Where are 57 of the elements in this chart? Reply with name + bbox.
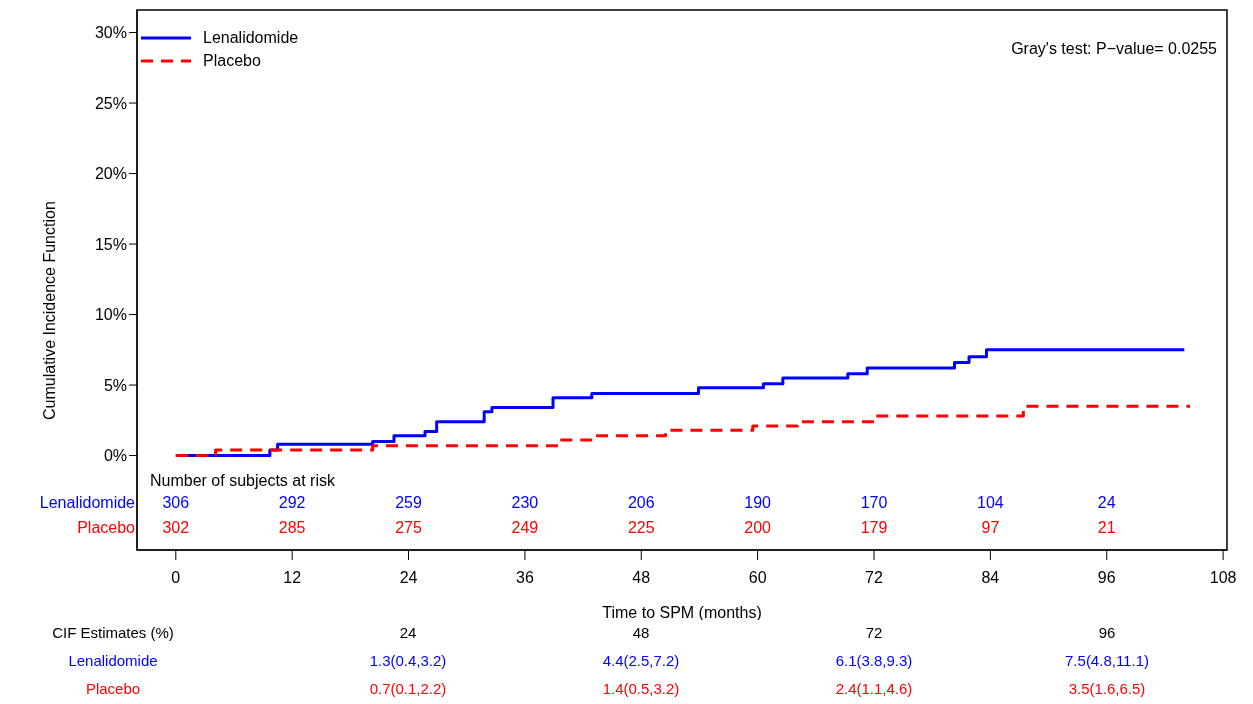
y-tick-label: 20% bbox=[94, 165, 127, 183]
x-tick-label: 108 bbox=[1209, 569, 1237, 587]
x-tick-label: 84 bbox=[981, 569, 1000, 587]
annotation: Gray's test: P−value= 0.0255 bbox=[1011, 40, 1217, 58]
annotation: 225 bbox=[627, 519, 655, 537]
annotation: 97 bbox=[981, 519, 1000, 537]
annotation: 104 bbox=[977, 494, 1004, 512]
y-tick-label: 0% bbox=[103, 447, 127, 465]
text: Lenalidomide bbox=[68, 652, 158, 669]
text: Lenalidomide bbox=[39, 494, 135, 511]
annotation: 179 bbox=[860, 519, 888, 537]
x-tick-label: 72 bbox=[865, 569, 884, 587]
annotation: 302 bbox=[162, 519, 190, 537]
text: 1.4(0.5,3.2) bbox=[602, 680, 680, 697]
x-tick-label: 96 bbox=[1097, 569, 1116, 587]
text: 1.3(0.4,3.2) bbox=[369, 652, 447, 669]
y-axis-title: Cumulative Incidence Function bbox=[40, 201, 58, 420]
annotation: 285 bbox=[278, 519, 306, 537]
annotation: 170 bbox=[860, 494, 888, 512]
annotation: 259 bbox=[395, 494, 422, 512]
text: 24 bbox=[399, 624, 417, 641]
x-tick-label: 60 bbox=[748, 569, 767, 587]
text: 7.5(4.8,11.1) bbox=[1065, 652, 1149, 669]
text: Placebo bbox=[85, 680, 141, 697]
text: 96 bbox=[1098, 624, 1116, 641]
text: Placebo bbox=[77, 519, 135, 536]
x-tick-label: 12 bbox=[283, 569, 302, 587]
text: CIF Estimates (%) bbox=[52, 624, 174, 641]
annotation: 306 bbox=[162, 494, 190, 512]
annotation: 249 bbox=[511, 519, 539, 537]
y-tick-label: 30% bbox=[94, 24, 127, 42]
text: 6.1(3.8,9.3) bbox=[835, 652, 913, 669]
text: 4.4(2.5,7.2) bbox=[602, 652, 680, 669]
annotation: 21 bbox=[1097, 519, 1116, 537]
legend-label: Lenalidomide bbox=[203, 28, 299, 47]
annotation: 24 bbox=[1097, 494, 1116, 512]
y-tick-label: 15% bbox=[94, 235, 127, 253]
x-tick-label: 48 bbox=[632, 569, 651, 587]
text: 72 bbox=[865, 624, 883, 641]
legend-label: Placebo bbox=[203, 51, 261, 70]
y-tick-label: 25% bbox=[94, 94, 127, 112]
annotation: Number of subjects at risk bbox=[150, 472, 335, 490]
annotation: 275 bbox=[395, 519, 422, 537]
x-tick-label: 0 bbox=[171, 569, 181, 587]
annotation: 190 bbox=[744, 494, 771, 512]
y-tick-label: 5% bbox=[103, 376, 127, 394]
text: 48 bbox=[632, 624, 650, 641]
text: 0.7(0.1,2.2) bbox=[369, 680, 447, 697]
annotation: 292 bbox=[278, 494, 306, 512]
y-tick-label: 10% bbox=[94, 306, 127, 324]
annotation: 206 bbox=[627, 494, 655, 512]
text: 3.5(1.6,6.5) bbox=[1068, 680, 1146, 697]
text: 2.4(1.1,4.6) bbox=[835, 680, 913, 697]
x-tick-label: 24 bbox=[399, 569, 418, 587]
annotation: 200 bbox=[744, 519, 771, 537]
x-tick-label: 36 bbox=[516, 569, 534, 587]
annotation: 230 bbox=[511, 494, 539, 512]
